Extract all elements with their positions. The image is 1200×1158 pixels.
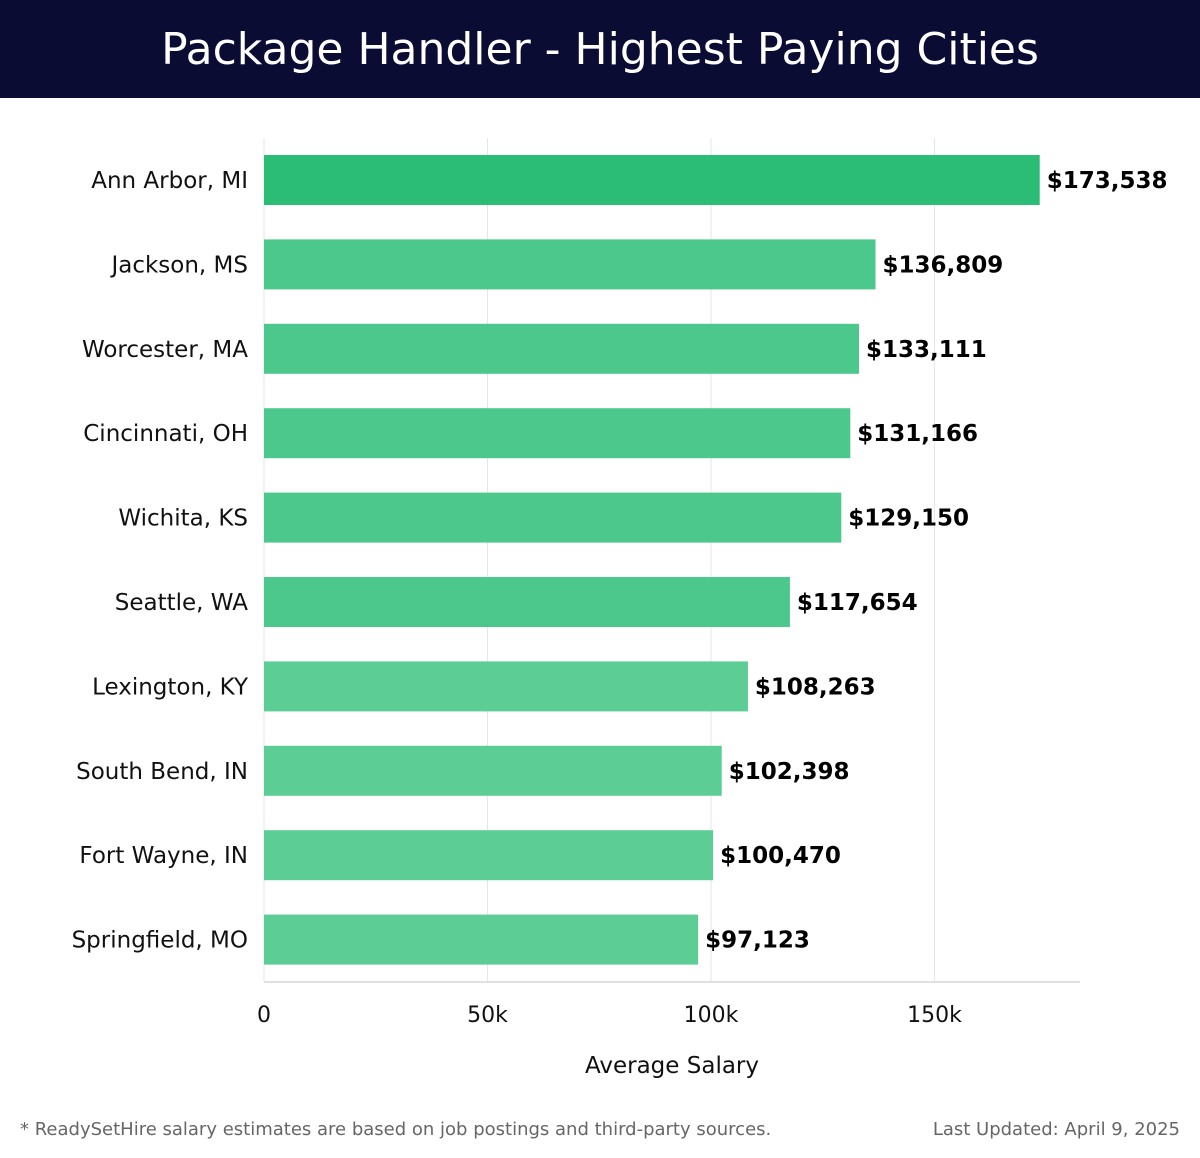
value-label: $136,809 bbox=[883, 252, 1004, 278]
value-label: $173,538 bbox=[1047, 168, 1168, 194]
bar bbox=[264, 408, 851, 459]
category-label: Worcester, MA bbox=[82, 337, 248, 363]
category-label: South Bend, IN bbox=[76, 759, 248, 785]
x-tick-label: 100k bbox=[684, 1003, 739, 1028]
bar bbox=[264, 830, 714, 881]
bar bbox=[264, 745, 722, 796]
value-label: $97,123 bbox=[705, 928, 810, 954]
category-label: Seattle, WA bbox=[115, 590, 249, 616]
category-label: Ann Arbor, MI bbox=[91, 168, 248, 194]
x-tick-label: 0 bbox=[257, 1003, 271, 1028]
x-axis-title: Average Salary bbox=[585, 1053, 759, 1079]
value-label: $131,166 bbox=[857, 421, 978, 447]
category-label: Wichita, KS bbox=[118, 506, 248, 532]
x-axis: 0 50k 100k 150k bbox=[257, 981, 1080, 1028]
value-label: $117,654 bbox=[797, 590, 918, 616]
category-label: Lexington, KY bbox=[92, 674, 249, 700]
bars bbox=[264, 155, 1040, 965]
category-label: Cincinnati, OH bbox=[83, 421, 248, 447]
category-label: Springfield, MO bbox=[72, 928, 248, 954]
chart-title: Package Handler - Highest Paying Cities bbox=[161, 23, 1039, 75]
category-label: Fort Wayne, IN bbox=[79, 843, 248, 869]
bar bbox=[264, 239, 876, 290]
x-tick-label: 50k bbox=[467, 1003, 508, 1028]
salary-bar-chart: Ann Arbor, MI Jackson, MS Worcester, MA Cin… bbox=[72, 138, 1167, 1079]
value-label: $108,263 bbox=[755, 674, 876, 700]
bar bbox=[264, 323, 860, 374]
category-labels: Ann Arbor, MI Jackson, MS Worcester, MA Cin… bbox=[72, 168, 249, 954]
bar bbox=[264, 577, 790, 627]
value-label: $129,150 bbox=[848, 506, 969, 532]
value-label: $102,398 bbox=[729, 759, 850, 785]
last-updated: Last Updated: April 9, 2025 bbox=[932, 1119, 1180, 1140]
x-tick-label: 150k bbox=[907, 1003, 962, 1028]
value-label: $100,470 bbox=[720, 843, 841, 869]
chart-header: Package Handler - Highest Paying Cities bbox=[0, 0, 1200, 98]
value-label: $133,111 bbox=[866, 337, 987, 363]
bar bbox=[264, 914, 699, 965]
bar bbox=[264, 155, 1040, 205]
bar bbox=[264, 661, 748, 712]
footer-note: * ReadySetHire salary estimates are base… bbox=[20, 1119, 772, 1140]
value-labels: $173,538 $136,809 $133,111 $131,166 $129,150… bbox=[705, 168, 1167, 954]
category-label: Jackson, MS bbox=[109, 252, 248, 278]
bar bbox=[264, 492, 842, 543]
